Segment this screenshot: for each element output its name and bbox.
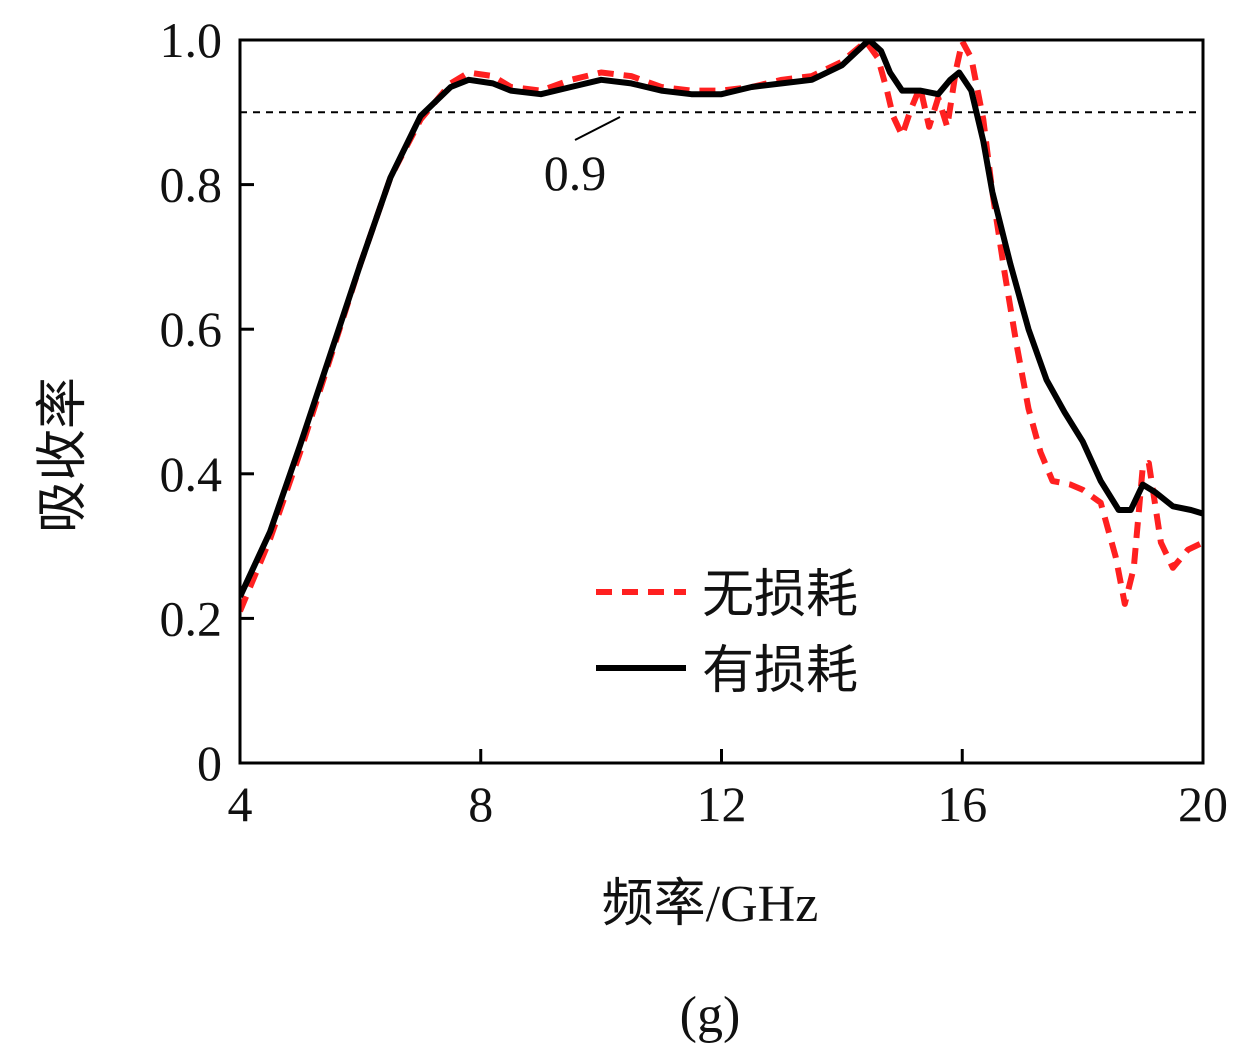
x-tick-label: 12: [697, 776, 747, 832]
y-tick-label: 0.2: [160, 590, 223, 646]
legend: 无损耗 有损耗: [596, 567, 858, 700]
reference-annotation-pointer: [574, 116, 621, 141]
y-tick-label: 0: [197, 735, 222, 791]
x-tick-label: 20: [1178, 776, 1228, 832]
series-line-lossy: [240, 40, 1203, 598]
series-line-lossless: [240, 40, 1203, 613]
x-tick-label: 4: [228, 776, 253, 832]
y-tick-label: 0.6: [160, 301, 223, 357]
y-tick-label: 0.4: [160, 446, 223, 502]
y-tick-label: 1.0: [160, 12, 223, 68]
y-axis-title: 吸收率: [35, 377, 92, 533]
x-axis-title: 频率/GHz: [602, 876, 819, 933]
legend-label-lossy: 有损耗: [702, 643, 858, 700]
legend-label-lossless: 无损耗: [702, 567, 858, 624]
reference-annotation-label: 0.9: [544, 145, 607, 201]
figure-caption: (g): [680, 987, 741, 1044]
y-tick-label: 0.8: [160, 157, 223, 213]
x-tick-label: 8: [468, 776, 493, 832]
x-tick-label: 16: [937, 776, 987, 832]
